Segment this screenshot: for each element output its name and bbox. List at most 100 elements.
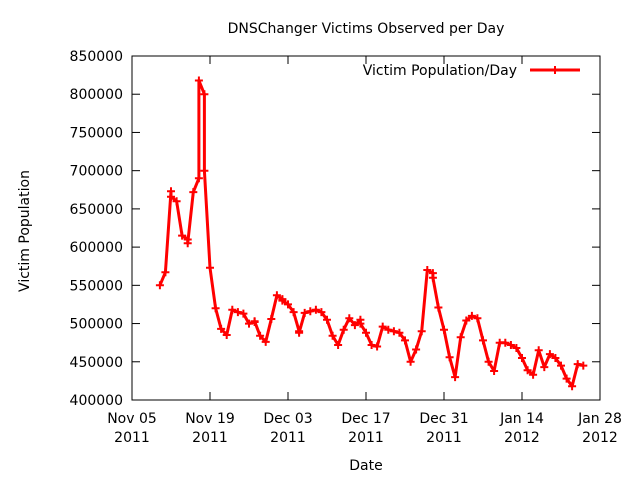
x-tick-label-year: 2011 <box>348 430 384 446</box>
data-point <box>211 304 220 313</box>
y-tick-label: 450000 <box>70 355 123 371</box>
data-point <box>250 317 259 326</box>
data-point <box>356 319 365 328</box>
data-point <box>479 336 487 345</box>
data-point <box>194 174 203 183</box>
x-tick-label: Dec 17 <box>341 411 390 427</box>
data-point <box>501 338 510 347</box>
data-point <box>389 327 398 336</box>
data-point <box>462 316 471 325</box>
data-point <box>278 296 287 305</box>
data-point <box>440 325 448 334</box>
x-tick-label: Dec 03 <box>263 411 312 427</box>
y-tick-label: 750000 <box>70 125 123 141</box>
x-tick-label-year: 2011 <box>192 430 228 446</box>
x-tick-label-year: 2011 <box>114 430 150 446</box>
data-point <box>573 360 582 369</box>
data-point <box>172 197 181 206</box>
data-point <box>506 341 515 349</box>
data-point <box>490 367 499 375</box>
data-point <box>451 373 460 382</box>
data-point <box>317 308 326 317</box>
data-point <box>518 354 526 362</box>
legend: Victim Population/Day <box>363 63 580 79</box>
data-point <box>194 76 203 85</box>
data-point <box>311 305 320 314</box>
series-layer <box>155 76 588 391</box>
data-point <box>178 231 187 240</box>
data-point <box>467 311 476 320</box>
data-point <box>295 328 304 337</box>
data-point <box>256 331 265 340</box>
x-tick-label: Nov 05 <box>107 411 157 427</box>
data-point <box>362 328 370 337</box>
legend-label: Victim Population/Day <box>363 63 517 79</box>
x-tick-label: Jan 28 <box>577 411 622 427</box>
data-point <box>579 361 588 370</box>
x-tick-label-year: 2011 <box>270 430 306 446</box>
data-point <box>155 281 164 290</box>
data-point <box>350 321 359 330</box>
data-point <box>406 357 415 366</box>
data-point <box>339 325 348 334</box>
data-point <box>428 273 437 282</box>
data-point <box>557 361 565 370</box>
data-point <box>233 308 242 317</box>
y-tick-label: 600000 <box>70 240 123 256</box>
data-point <box>412 345 421 354</box>
data-point <box>189 188 198 197</box>
x-tick-label: Jan 14 <box>499 411 544 427</box>
data-point <box>540 363 549 372</box>
data-point <box>200 166 209 175</box>
data-point <box>473 314 482 323</box>
x-tick-label-year: 2012 <box>582 430 618 446</box>
data-point <box>206 263 214 272</box>
data-point <box>289 308 298 317</box>
data-point <box>161 268 170 277</box>
data-point <box>423 266 432 274</box>
data-point <box>395 328 404 337</box>
data-point <box>456 333 465 342</box>
data-point <box>183 239 192 248</box>
plot-frame <box>131 55 601 401</box>
data-point <box>334 341 343 349</box>
data-point <box>217 324 226 333</box>
data-point <box>245 319 253 328</box>
x-tick-label-year: 2012 <box>504 430 540 446</box>
data-point <box>200 90 209 99</box>
data-point <box>228 305 237 314</box>
chart-title: DNSChanger Victims Observed per Day <box>228 21 505 37</box>
data-point <box>284 300 292 309</box>
y-tick-label: 500000 <box>70 317 123 333</box>
data-point <box>562 374 571 383</box>
data-point <box>378 322 387 331</box>
data-point <box>445 353 454 362</box>
data-point <box>529 370 538 379</box>
x-tick-label: Nov 19 <box>185 411 235 427</box>
data-point <box>545 350 554 359</box>
data-point <box>373 342 382 351</box>
y-tick-label: 650000 <box>70 202 123 218</box>
axis-ticks: 400000 450000 500000 550000 600000 650000 7000… <box>70 49 622 446</box>
data-point <box>551 354 560 362</box>
y-tick-label: 550000 <box>70 278 123 294</box>
data-point <box>306 307 315 316</box>
data-point <box>484 357 493 366</box>
x-tick-label: Dec 31 <box>419 411 468 427</box>
y-tick-label: 850000 <box>70 49 123 65</box>
data-point <box>167 192 175 201</box>
data-point <box>523 366 532 375</box>
x-axis-label: Date <box>349 458 382 474</box>
data-point <box>512 344 521 352</box>
data-point <box>300 308 309 317</box>
series-line <box>158 79 584 388</box>
data-point <box>222 331 231 339</box>
data-point <box>568 382 577 391</box>
y-axis-label: Victim Population <box>17 170 33 292</box>
y-tick-label: 700000 <box>70 164 123 180</box>
data-point <box>367 341 376 349</box>
legend-marker <box>551 66 559 74</box>
data-point <box>345 314 354 323</box>
